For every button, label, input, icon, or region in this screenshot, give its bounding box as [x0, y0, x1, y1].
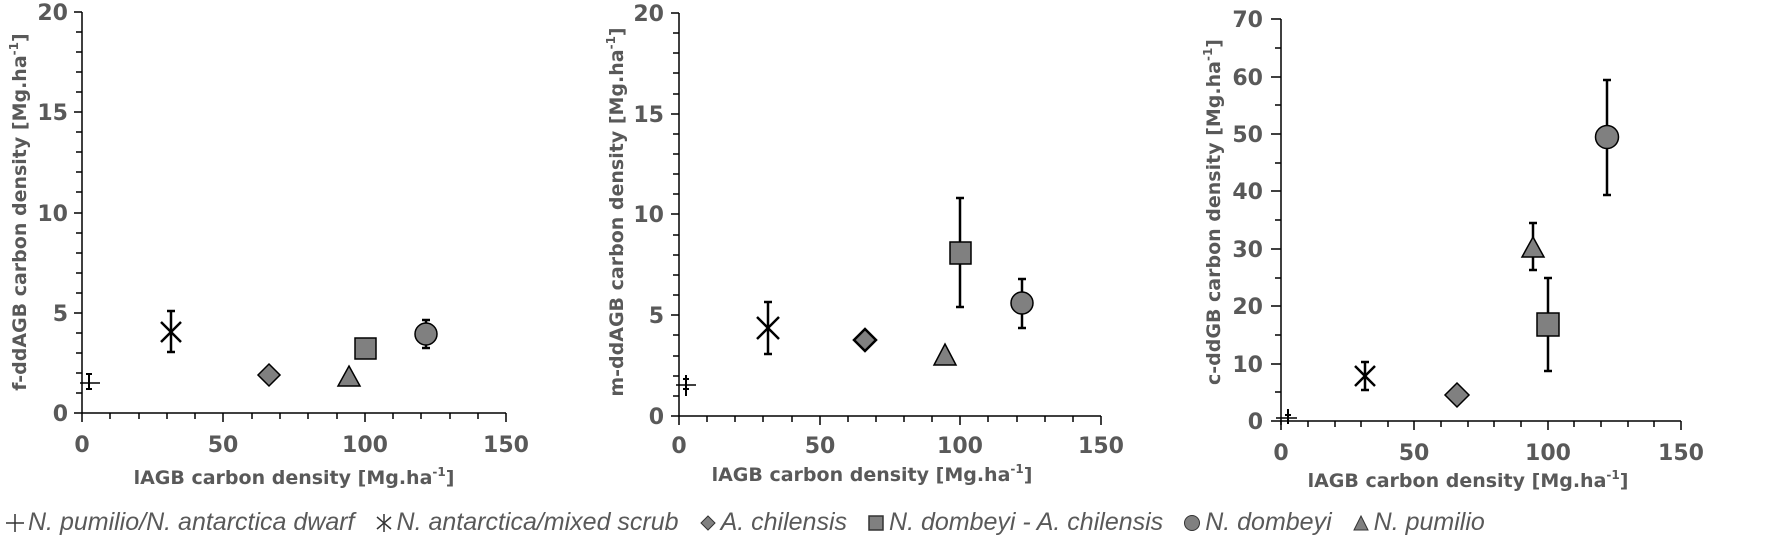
- y-tick-labels: 0 10 20 30 40 50 60 70: [1232, 8, 1263, 435]
- y-axis: [671, 12, 680, 416]
- series-star: [160, 309, 182, 354]
- series-circle: [1010, 277, 1034, 330]
- svg-text:0: 0: [1248, 410, 1263, 435]
- diamond-icon: [699, 514, 716, 531]
- svg-text:15: 15: [37, 101, 68, 126]
- legend-item-dwarf: N. pumilio/N. antarctica dwarf: [4, 508, 355, 537]
- circle-icon: [1184, 514, 1201, 531]
- y-tick-labels: 0 5 10 15 20: [633, 2, 664, 430]
- svg-text:150: 150: [1658, 441, 1704, 466]
- svg-text:15: 15: [633, 103, 664, 128]
- series-circle: [414, 318, 438, 350]
- x-axis-label: lAGB carbon density [Mg.ha-1]: [1308, 468, 1629, 492]
- triangle-icon: [1352, 514, 1369, 530]
- y-tick-labels: 0 5 10 15 20: [37, 1, 68, 427]
- svg-text:50: 50: [1232, 123, 1263, 148]
- star-icon: [376, 513, 392, 532]
- series-plus: [80, 373, 100, 390]
- x-tick-labels: 0 50 100 150: [74, 433, 529, 458]
- svg-text:0: 0: [671, 434, 686, 459]
- legend-item-dombeyi-chilensis: N. dombeyi - A. chilensis: [865, 508, 1163, 537]
- square-icon: [868, 514, 884, 531]
- svg-text:0: 0: [74, 433, 89, 458]
- svg-text:0: 0: [649, 405, 664, 430]
- legend-item-chilensis: A. chilensis: [697, 508, 847, 537]
- svg-text:50: 50: [805, 434, 836, 459]
- svg-text:30: 30: [1232, 238, 1263, 263]
- chart-f-ddagb: 0 5 10 15 20 0 50 100 150 lAGB carbon de…: [7, 1, 529, 489]
- svg-text:10: 10: [1232, 353, 1263, 378]
- series-diamond: [256, 362, 282, 388]
- x-tick-labels: 0 50 100 150: [671, 434, 1124, 459]
- svg-text:150: 150: [1078, 434, 1124, 459]
- y-axis: [74, 11, 83, 413]
- plus-icon: [6, 513, 24, 532]
- svg-text:10: 10: [633, 203, 664, 228]
- x-axis: [671, 415, 1102, 425]
- chart-m-ddagb: 0 5 10 15 20 0 50 100 150 lAGB carbon de…: [604, 2, 1124, 486]
- series-star: [756, 300, 780, 356]
- series-square: [1536, 276, 1560, 373]
- series-diamond: [1443, 381, 1471, 409]
- x-axis: [74, 412, 507, 422]
- series-square: [354, 337, 377, 360]
- svg-text:60: 60: [1232, 66, 1263, 91]
- y-axis-label: c-ddGB carbon density [Mg.ha-1]: [1201, 39, 1225, 385]
- svg-text:100: 100: [1525, 441, 1571, 466]
- chart-c-ddgb: 0 10 20 30 40 50 60 70 0 50 100 150 lAGB…: [1201, 8, 1704, 492]
- svg-text:40: 40: [1232, 180, 1263, 205]
- series-star: [1354, 360, 1376, 392]
- svg-text:50: 50: [208, 433, 239, 458]
- series-triangle: [1520, 221, 1546, 272]
- svg-text:100: 100: [342, 433, 388, 458]
- legend-item-scrub: N. antarctica/mixed scrub: [373, 508, 679, 537]
- svg-text:10: 10: [37, 202, 68, 227]
- svg-text:20: 20: [633, 2, 664, 27]
- x-axis: [1271, 420, 1682, 430]
- y-axis-label: m-ddAGB carbon density [Mg.ha-1]: [604, 27, 628, 396]
- series-triangle: [336, 364, 362, 387]
- y-axis: [1271, 18, 1282, 425]
- x-tick-labels: 0 50 100 150: [1273, 441, 1704, 466]
- svg-text:150: 150: [483, 433, 529, 458]
- series-square: [949, 196, 972, 309]
- x-axis-label: lAGB carbon density [Mg.ha-1]: [134, 465, 455, 489]
- svg-text:20: 20: [37, 1, 68, 26]
- series-triangle: [932, 342, 958, 366]
- series-diamond: [852, 327, 878, 353]
- svg-text:0: 0: [53, 402, 68, 427]
- chart-canvas: 0 5 10 15 20 0 50 100 150 lAGB carbon de…: [7, 1, 1704, 492]
- svg-text:5: 5: [649, 304, 664, 329]
- svg-text:100: 100: [937, 434, 983, 459]
- svg-text:70: 70: [1232, 8, 1263, 33]
- series-plus: [1276, 409, 1297, 424]
- series-plus: [676, 375, 696, 396]
- legend-item-dombeyi: N. dombeyi: [1181, 508, 1332, 537]
- svg-text:5: 5: [53, 302, 68, 327]
- svg-text:20: 20: [1232, 295, 1263, 320]
- legend-item-pumilio: N. pumilio: [1350, 508, 1485, 537]
- svg-text:0: 0: [1273, 441, 1288, 466]
- x-axis-label: lAGB carbon density [Mg.ha-1]: [712, 462, 1033, 486]
- series-circle: [1594, 78, 1620, 197]
- svg-text:50: 50: [1399, 441, 1430, 466]
- y-axis-label: f-ddAGB carbon density [Mg.ha-1]: [7, 33, 31, 390]
- legend: N. pumilio/N. antarctica dwarf N. antarc…: [4, 508, 1485, 537]
